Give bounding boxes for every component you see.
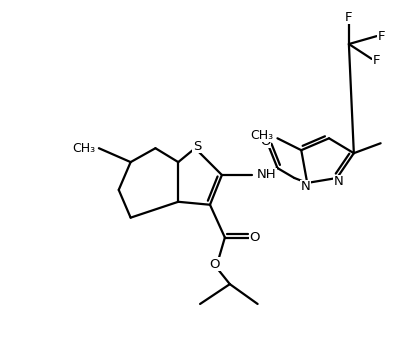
- Text: N: N: [301, 180, 310, 194]
- Text: O: O: [250, 231, 260, 244]
- Text: F: F: [378, 30, 385, 43]
- Text: O: O: [210, 258, 220, 271]
- Text: O: O: [260, 135, 271, 148]
- Text: CH₃: CH₃: [72, 142, 95, 155]
- Text: F: F: [373, 54, 380, 68]
- Text: N: N: [334, 175, 344, 188]
- Text: NH: NH: [257, 168, 276, 182]
- Text: F: F: [345, 11, 353, 24]
- Text: S: S: [193, 140, 201, 153]
- Text: CH₃: CH₃: [250, 129, 273, 142]
